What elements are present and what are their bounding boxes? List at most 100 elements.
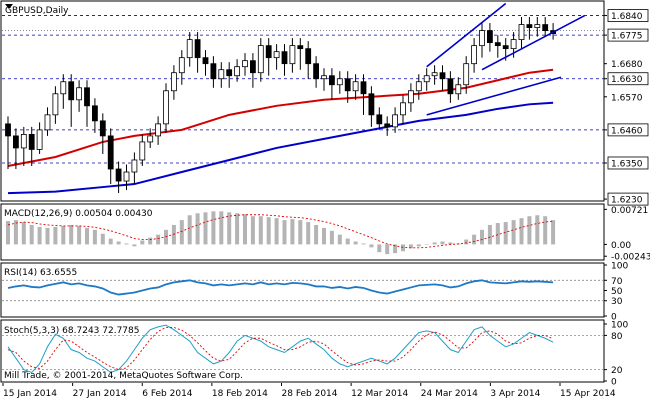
macd-bar [298, 220, 303, 245]
stoch-tick-label: 80 [611, 332, 623, 342]
price-tick-label: 1.6775 [611, 32, 643, 42]
candle-bullish [218, 69, 225, 80]
macd-bar [519, 218, 524, 245]
macd-bar [487, 224, 492, 245]
candle-bullish [170, 72, 177, 92]
candle-bearish [494, 42, 501, 47]
candle-bullish [186, 39, 193, 59]
candle-bearish [542, 24, 549, 31]
candle-bullish [44, 114, 51, 131]
time-tick-label: 24 Mar 2014 [421, 389, 478, 399]
dropdown-triangle-icon[interactable] [5, 4, 13, 9]
macd-bar [203, 212, 208, 245]
candle-bullish [60, 81, 67, 95]
macd-tick-label: -0.00243 [611, 253, 650, 263]
price-panel-frame [0, 0, 605, 202]
candle-bullish [257, 45, 264, 74]
candle-bullish [336, 78, 343, 86]
candle-bullish [131, 159, 138, 173]
macd-bar [345, 238, 350, 245]
candle-bearish [5, 123, 11, 137]
candle-bearish [28, 134, 35, 150]
candle-bullish [400, 102, 406, 116]
macd-bar [243, 214, 247, 245]
price-tick-box [607, 192, 649, 206]
candle-bullish [455, 84, 462, 95]
stoch-label: Stoch(5,3,3) 68.7243 72.7785 [4, 326, 139, 336]
time-tick-label: 15 Jan 2014 [3, 389, 57, 399]
macd-signal-line [7, 214, 554, 249]
candle-bullish [242, 60, 248, 68]
macd-bar [195, 213, 200, 245]
candle-bearish [526, 24, 533, 28]
macd-bar [37, 226, 42, 245]
macd-panel-frame [0, 203, 605, 261]
macd-bar [408, 244, 413, 249]
macd-bar [464, 239, 469, 245]
macd-bar [69, 224, 74, 245]
macd-bar [100, 233, 105, 245]
stoch-k-line [7, 324, 554, 374]
macd-bar [29, 224, 34, 245]
macd-bar [495, 223, 500, 245]
candle-bullish [518, 24, 525, 41]
price-tick-label: 1.6680 [611, 60, 643, 70]
candle-bearish [281, 51, 288, 65]
macd-bar [377, 244, 382, 253]
macd-bar [503, 222, 508, 245]
price-tick-label: 1.6230 [611, 196, 643, 206]
candle-bullish [534, 24, 541, 28]
candle-bearish [344, 78, 351, 92]
time-tick-label: 15 Apr 2014 [560, 389, 616, 399]
stoch-levels [2, 334, 604, 371]
candle-bullish [352, 81, 359, 92]
macd-bar [306, 222, 311, 245]
macd-bar [527, 216, 532, 245]
time-tick-label: 27 Jan 2014 [73, 389, 127, 399]
macd-bar [53, 226, 58, 245]
macd-bar [329, 230, 334, 245]
trendlines [426, 2, 586, 116]
candle-bearish [265, 45, 272, 59]
macd-bar [535, 215, 540, 245]
candle-bearish [447, 78, 454, 95]
time-tick-label: 12 Mar 2014 [351, 389, 408, 399]
rsi-line [7, 279, 554, 296]
candle-bullish [178, 57, 185, 74]
macd-bar [187, 215, 192, 245]
candle-bullish [510, 39, 517, 50]
candle-bearish [68, 81, 75, 101]
time-tick-label: 28 Feb 2014 [282, 389, 338, 399]
candle-bearish [115, 168, 122, 182]
macd-bar [148, 237, 153, 245]
macd-bar [440, 241, 445, 245]
macd-bar [385, 244, 390, 255]
macd-bar [266, 217, 271, 245]
candle-bullish [155, 123, 162, 137]
macd-label: MACD(12,26,9) 0.00504 0.00430 [4, 209, 153, 219]
macd-bar [219, 211, 224, 245]
macd-bar [290, 219, 295, 245]
macd-signal-path [7, 214, 554, 249]
candle-bearish [84, 87, 90, 107]
candle-bullish [463, 63, 470, 86]
macd-bar [227, 212, 232, 245]
macd-bar [164, 229, 168, 245]
price-tick-box [607, 9, 649, 22]
macd-bar [416, 244, 421, 247]
candle-bullish [20, 134, 27, 149]
rsi-tick-label: 100 [611, 262, 628, 272]
macd-bar [132, 244, 137, 247]
price-tick-label: 1.6570 [611, 93, 643, 103]
rsi-tick-label: 30 [611, 297, 623, 307]
candle-bearish [384, 123, 391, 128]
symbol-label: GBPUSD,Daily [5, 6, 69, 16]
candles [5, 17, 556, 194]
macd-bar [211, 211, 216, 245]
blue-moving-average [7, 101, 554, 195]
macd-bar [511, 220, 516, 245]
macd-bar [472, 234, 477, 245]
price-panel: 1.6840 1.6775 1.6680 1.6630 1.6570 1.6460 1.63… [0, 0, 649, 206]
